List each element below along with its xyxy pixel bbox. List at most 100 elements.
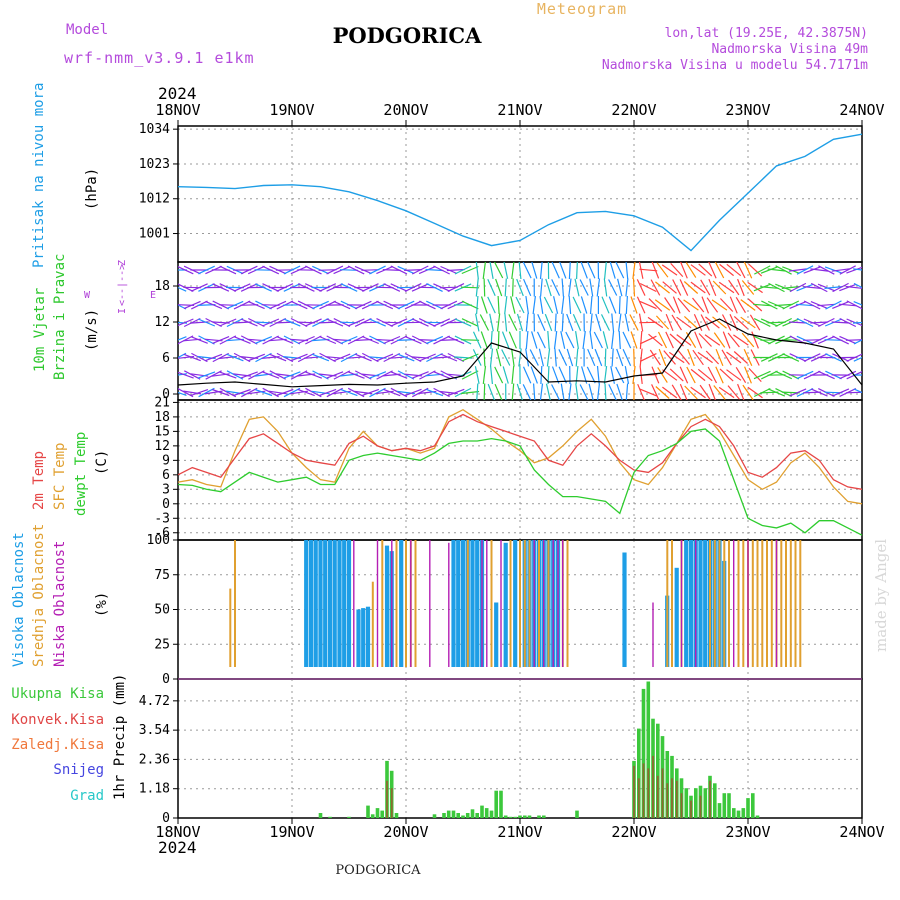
low-cloud-bar [448, 542, 450, 667]
precip-total-bar [484, 808, 489, 818]
wind-barb [553, 296, 559, 314]
wind-barb [693, 314, 703, 331]
wind-barb [212, 336, 230, 344]
y-tick-label: 15 [154, 424, 170, 439]
wind-barb [504, 313, 508, 332]
mid-cloud-bar [728, 540, 730, 667]
wind-barb [183, 300, 201, 310]
precip-conv-bar [656, 775, 659, 818]
x-tick-label: 21NOV [497, 101, 542, 119]
wind-barb [205, 370, 222, 380]
wind-barb [404, 388, 422, 397]
wind-barb [637, 383, 645, 400]
wind-barb [690, 264, 706, 276]
precip-total-bar [375, 808, 380, 818]
y-tick-label: 6 [162, 351, 170, 366]
precip-conv-bar [642, 763, 645, 818]
wind-barb [683, 315, 699, 330]
mid-cloud-bar [528, 540, 531, 667]
mid-cloud-bar [234, 540, 236, 667]
wind-barb [586, 366, 596, 384]
wind-barb [361, 388, 380, 397]
wind-barb [347, 371, 365, 379]
wind-barb [665, 331, 674, 349]
wind-barb [511, 365, 515, 385]
wind-barb [554, 313, 557, 332]
wind-barb [568, 262, 571, 280]
wind-barb [832, 335, 849, 345]
wind-barb [516, 383, 523, 400]
wind-barb [333, 353, 351, 362]
wind-barb [589, 331, 594, 349]
wind-barb [418, 300, 436, 310]
low-cloud-bar [695, 540, 697, 667]
wind-barb [615, 366, 625, 384]
low-cloud-bar [543, 540, 545, 667]
wind-barb [178, 304, 187, 310]
mid-cloud-bar [718, 540, 721, 667]
wind-barb [596, 278, 601, 297]
wind-barb [817, 370, 835, 380]
wind-barb [247, 353, 266, 362]
wind-barb [219, 371, 237, 379]
wind-barb [729, 296, 738, 314]
precip-total-bar [746, 798, 750, 818]
low-cloud-bar [747, 540, 749, 667]
wind-barb [845, 339, 862, 341]
station-title: PODGORICA [333, 23, 483, 48]
wind-barb [603, 366, 608, 384]
wind-barb [767, 321, 786, 324]
mid-cloud-bar [780, 540, 783, 667]
wind-barb [545, 278, 552, 297]
wind-barb [497, 330, 500, 350]
wind-barb [824, 286, 843, 289]
y-tick-label: 100 [147, 533, 170, 548]
x-tick-label: 18NOV [155, 823, 200, 841]
wind-barb [684, 385, 698, 400]
wind-barb [839, 317, 857, 328]
y-tick-label: -3 [154, 511, 170, 526]
wind-barb [461, 339, 480, 341]
meteogram-label: Meteogram [537, 0, 627, 18]
wind-barb [853, 339, 862, 345]
wind-barb [810, 282, 828, 293]
wind-barb [197, 371, 216, 379]
wind-barb [630, 331, 638, 349]
y-tick-label: 1012 [139, 192, 170, 207]
x-tick-label: 24NOV [839, 101, 884, 119]
wind-barb [515, 296, 525, 314]
high-cloud-bar [337, 540, 342, 667]
wind-barb [662, 281, 677, 294]
wind-barb [648, 298, 663, 312]
wind-barb [665, 313, 674, 332]
wind-barb [694, 331, 703, 349]
wind-barb [305, 265, 322, 275]
wind-barb [726, 263, 742, 277]
wind-barb [333, 370, 351, 380]
wind-barb [719, 263, 734, 277]
wind-barb [419, 370, 436, 380]
wind-barb [354, 370, 372, 380]
wind-barb [707, 366, 718, 384]
wind-barb [318, 388, 337, 397]
panel-labels: Pritisak na nivou mora (hPa) 10m Vjetar … [11, 83, 128, 800]
wind-barb [383, 388, 401, 397]
wind-barb [846, 266, 862, 274]
wind-barb [487, 296, 496, 314]
x-tick-label: 22NOV [611, 823, 656, 841]
wind-barb [853, 301, 862, 306]
wind-barb [618, 330, 621, 350]
wind-barb [575, 383, 579, 400]
y-tick-label: 0 [162, 497, 170, 512]
wind-barb [692, 297, 705, 313]
wind-barb [788, 321, 807, 324]
wind-barb [523, 278, 532, 297]
wind-barb [700, 279, 711, 296]
wind-barb [495, 278, 503, 297]
precip-total-bar [537, 815, 541, 818]
wind-barb [198, 387, 215, 398]
temp-unit: (C) [94, 450, 110, 475]
wind-barb [539, 262, 543, 280]
wind-barb [479, 314, 490, 331]
temp-ylabel3: dewpt Temp [73, 432, 89, 516]
